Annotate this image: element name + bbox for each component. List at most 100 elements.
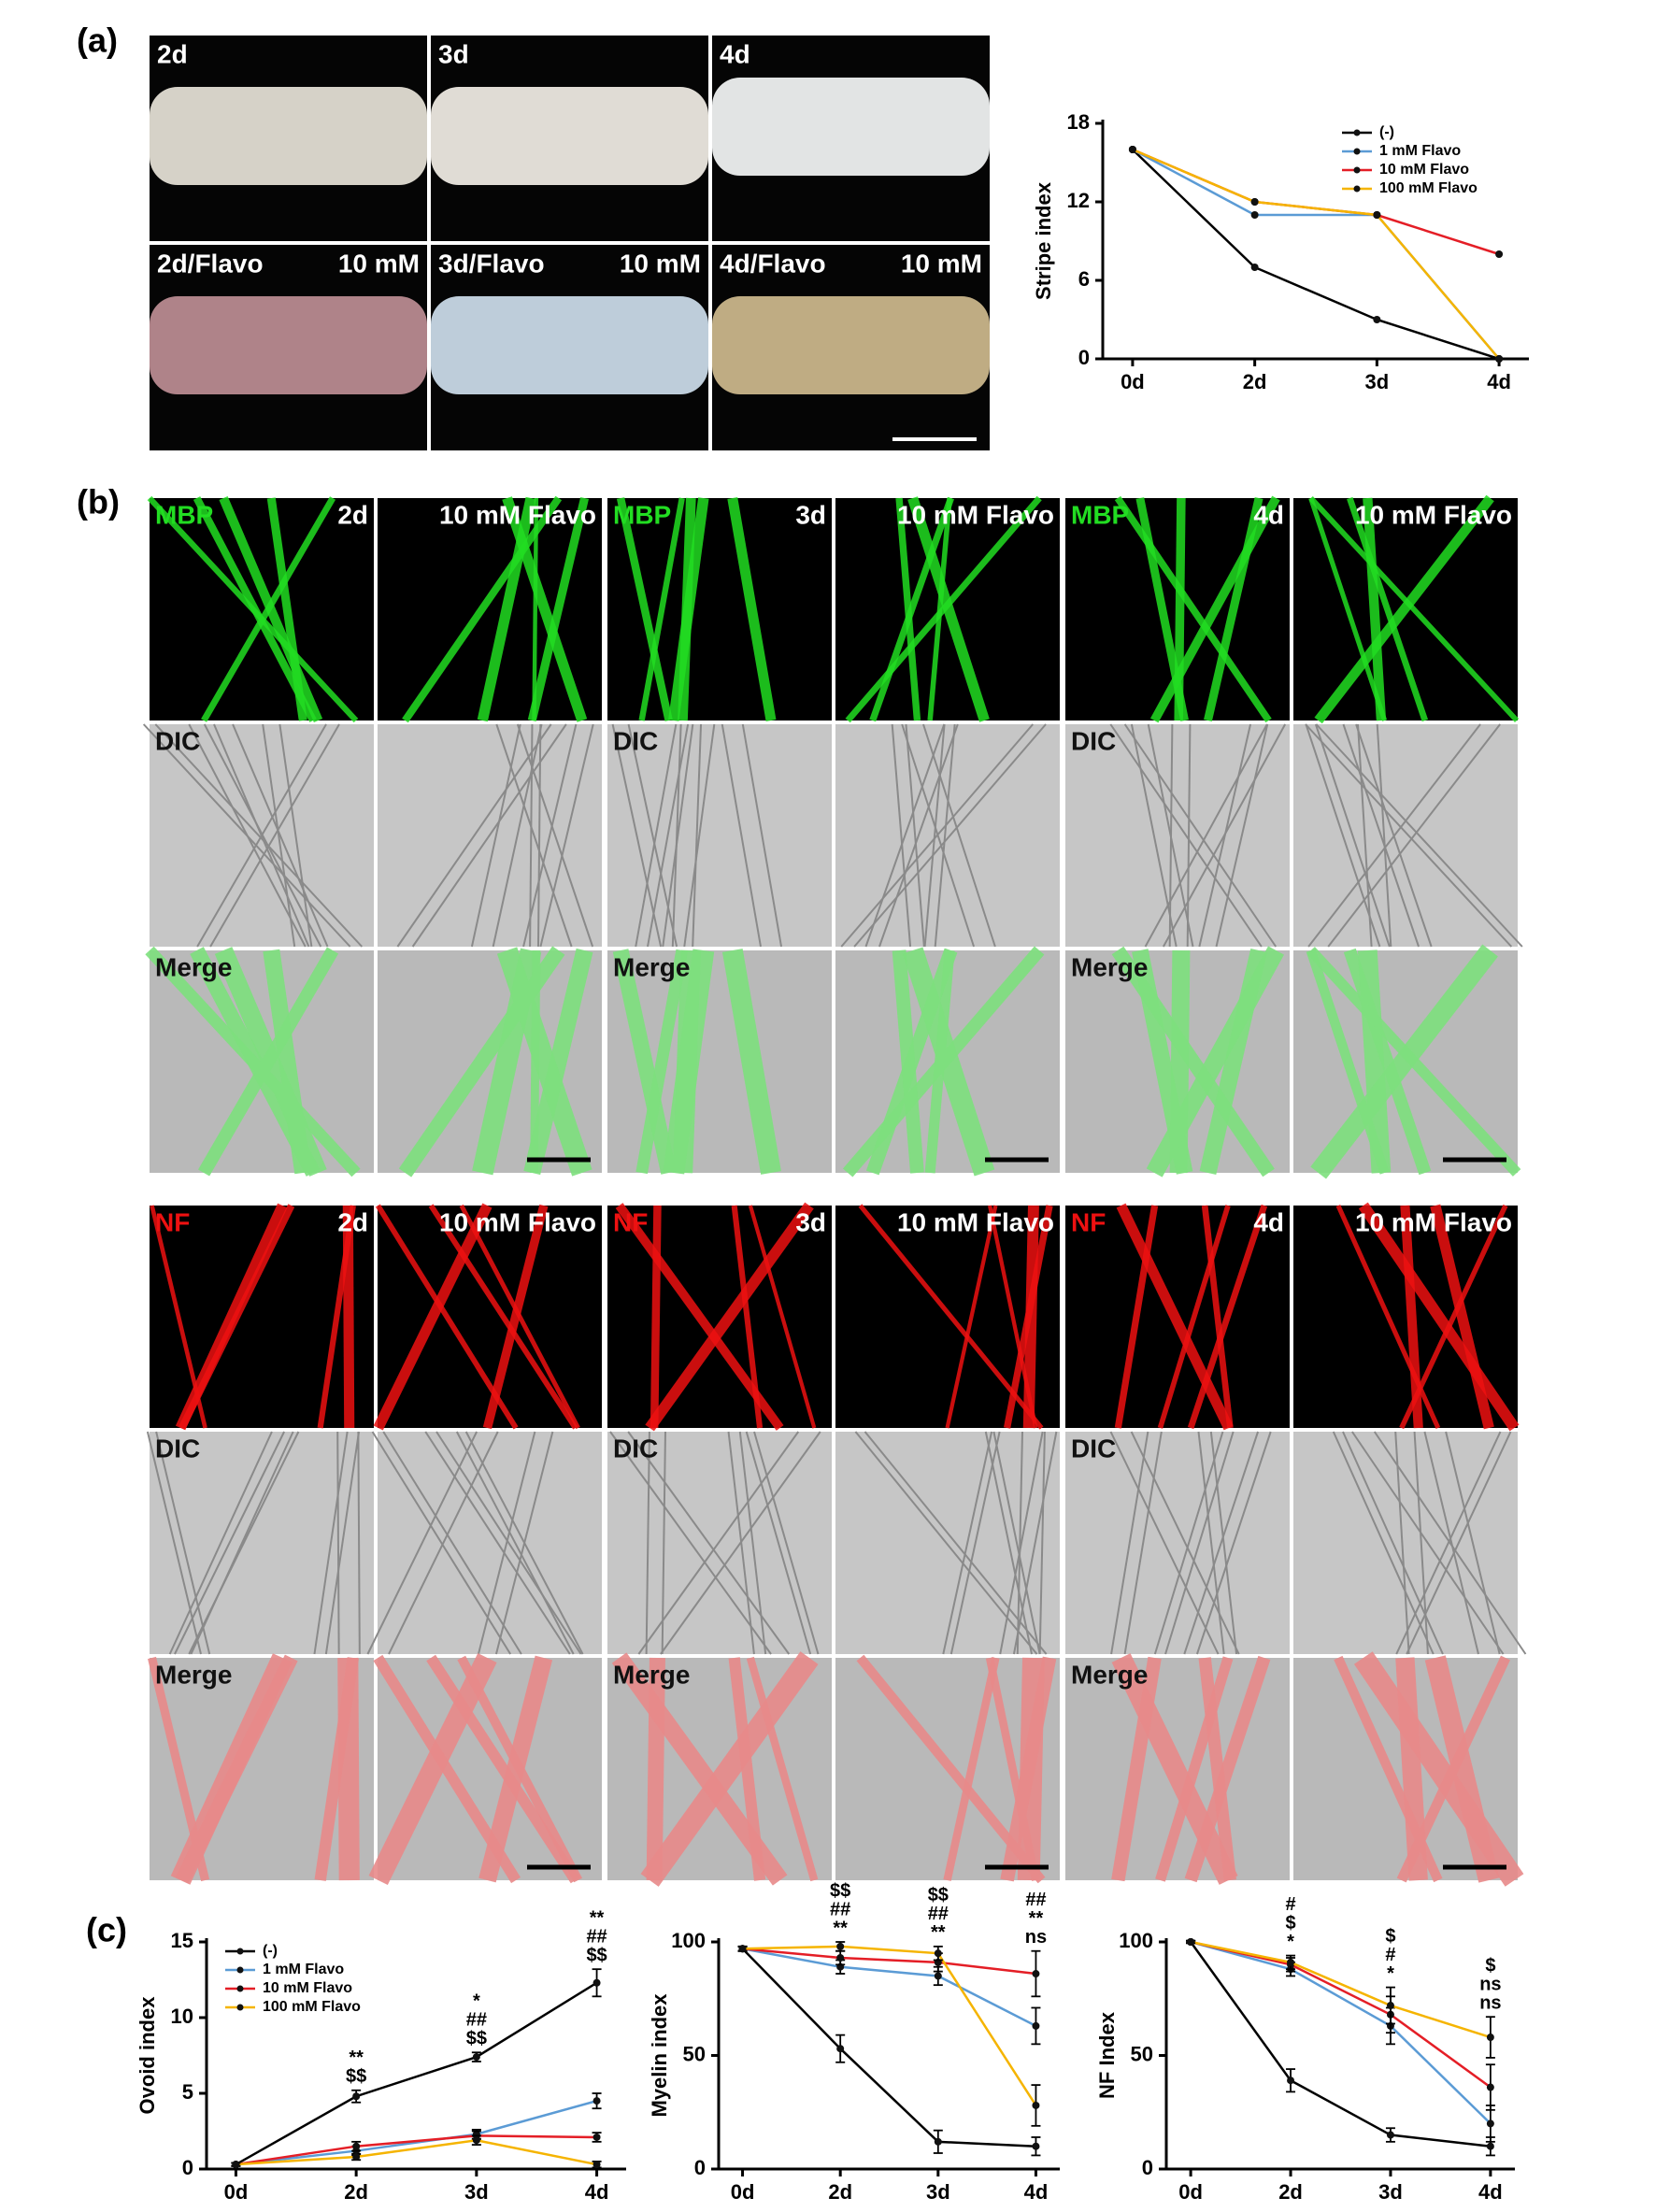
point [1128,146,1136,153]
fibre [426,1654,580,1884]
fibre [154,723,364,948]
photo-label: 10 mM [338,249,420,278]
y-tick-label: 0 [182,2156,193,2179]
fibre [1123,1431,1163,1655]
photo-label: 3d [438,39,469,68]
fibre [523,948,593,1176]
fibre [615,1203,784,1431]
fibre [1157,1205,1231,1429]
fibre [1184,1655,1271,1883]
point [836,1954,845,1962]
fibre [1130,1431,1240,1655]
x-tick-label: 2d [1243,370,1267,393]
significance-mark: * [1287,1932,1294,1952]
point [1486,2142,1494,2150]
fibre [368,1653,497,1885]
micrograph [835,1432,1060,1654]
y-tick-label: 0 [1078,346,1090,369]
legend-label: (-) [1379,124,1394,140]
fibre [646,1657,665,1881]
significance-mark: ## [928,1904,949,1924]
fibre [146,1431,202,1655]
fibre [1186,723,1192,948]
point [1486,2083,1494,2091]
fibre [907,496,990,722]
fibre [232,723,329,948]
series-line [742,1948,1037,2028]
y-tick-label: 6 [1078,267,1090,291]
fibre [612,949,677,1175]
x-tick-label: 4d [1487,370,1511,393]
fibre [477,1431,536,1655]
photo-label: 2d [157,39,188,68]
fibre [317,1205,356,1429]
fibre [945,1205,998,1429]
fibre [745,1431,812,1655]
day-label: 3d [795,500,826,529]
fibre [1363,497,1387,721]
fibre [1111,946,1275,1177]
fibre [1351,1431,1505,1655]
fibre [382,1431,522,1655]
fibre [1327,723,1501,948]
fibre [635,723,678,948]
photo-label: 10 mM [620,249,701,278]
fibre [721,723,762,948]
fibre [1149,495,1280,723]
legend-point [236,1966,244,1974]
fibre [470,723,521,948]
fibre [1130,723,1178,948]
fibre [539,723,594,948]
point [836,2045,845,2053]
series-line [236,2138,597,2166]
fibre [1116,1203,1234,1431]
fibre [934,723,956,948]
fibre [396,723,552,948]
fibre [902,947,995,1177]
channel-label: MBP [155,500,213,529]
legend-label: 10 mM Flavo [263,1980,352,1996]
significance-mark: ** [349,2048,364,2068]
fibre [1358,1202,1520,1432]
channel-label: Merge [155,952,232,981]
point [1373,316,1381,323]
point [1032,1970,1040,1978]
point [352,2153,361,2162]
fibre [496,947,592,1177]
channel-label: Merge [613,1660,690,1689]
fibre [683,723,716,948]
channel-label: MBP [1071,500,1129,529]
fibre [1016,1431,1024,1655]
fibre [992,1431,1041,1655]
legend-label: 100 mM Flavo [263,1999,361,2015]
significance-mark: ## [1025,1890,1046,1910]
significance-mark: ** [590,1907,605,1928]
x-tick-label: 0d [224,2180,249,2204]
fibre [1000,1656,1057,1882]
significance-mark: ** [1029,1908,1044,1929]
day-label: 3d [795,1207,826,1236]
point [1032,2101,1040,2109]
fibre [609,1431,772,1655]
fibre [1314,494,1494,724]
x-tick-label: 2d [1278,2180,1303,2204]
photo-label: 3d/Flavo [438,249,545,278]
fibre [196,723,327,948]
photo-label: 2d/Flavo [157,249,264,278]
point [592,1978,601,1987]
fibre [209,723,340,948]
fibre [1146,946,1284,1177]
series-line [236,2099,597,2166]
x-tick-label: 0d [1121,370,1145,393]
point [232,2161,240,2169]
fibre [616,497,673,721]
series-line [742,1948,1036,1976]
treatment-label: 10 mM Flavo [1355,1207,1512,1236]
fibre [635,949,689,1175]
fibre [373,1203,493,1431]
fibre [1198,1657,1237,1881]
channel-label: DIC [155,726,200,755]
fibre [1111,1653,1238,1885]
point [592,2097,601,2105]
legend-point [236,1985,244,1992]
